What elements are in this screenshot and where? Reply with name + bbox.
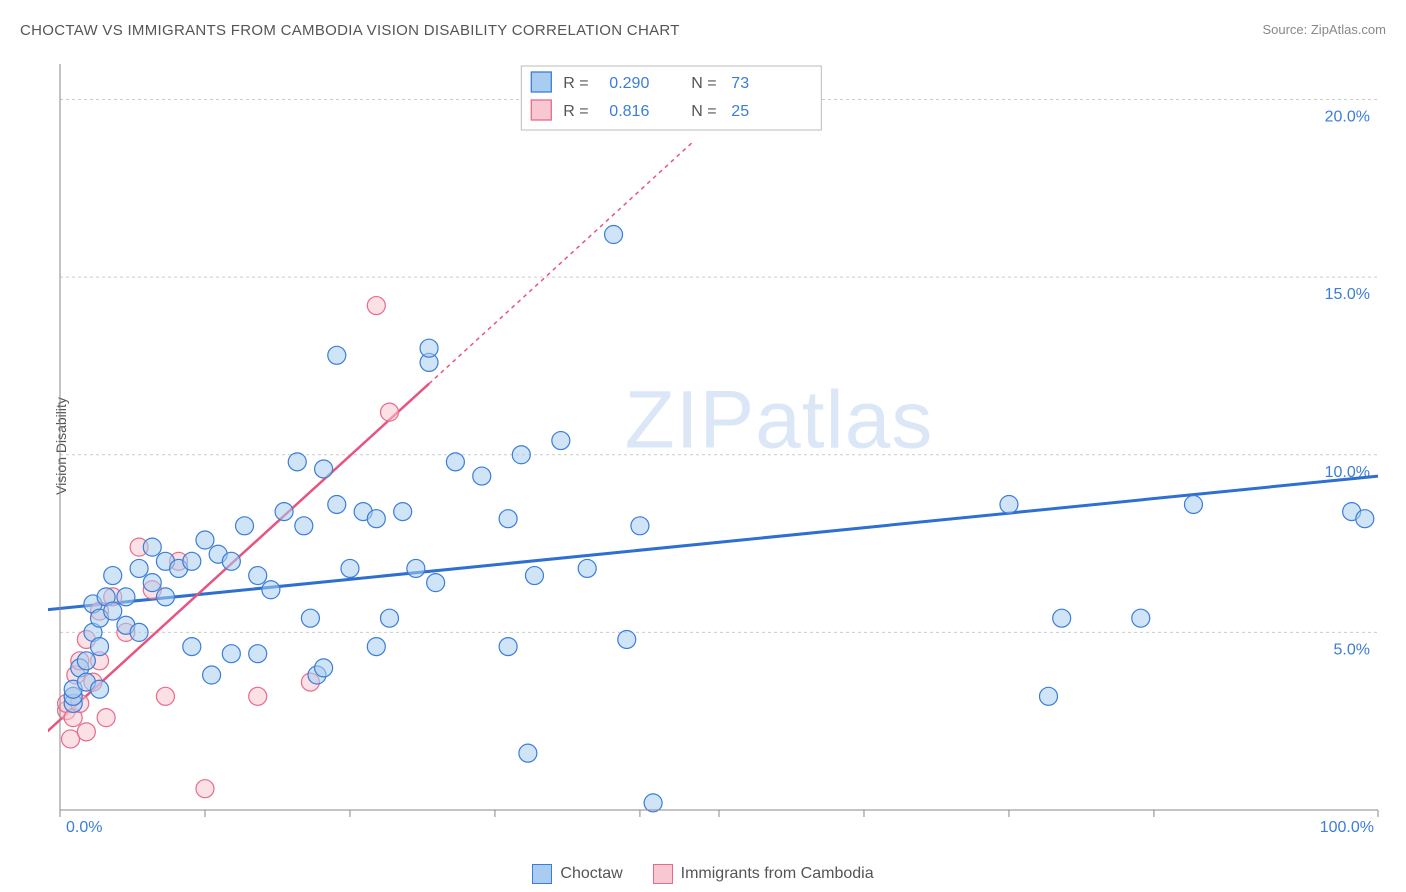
legend-n-label: N = [691,75,716,92]
point-choctaw [156,588,174,606]
xtick-right: 100.0% [1320,819,1374,832]
point-choctaw [525,567,543,585]
point-choctaw [1040,687,1058,705]
point-choctaw [288,453,306,471]
ytick-label: 5.0% [1334,641,1370,658]
legend-top-swatch [531,100,551,120]
point-choctaw [183,638,201,656]
scatter-plot: 5.0%10.0%15.0%20.0%ZIPatlas0.0%100.0%R =… [48,52,1388,832]
point-choctaw [499,510,517,528]
point-choctaw [196,531,214,549]
ytick-label: 20.0% [1325,109,1370,126]
legend-r-value: 0.816 [609,103,649,120]
point-choctaw [341,559,359,577]
point-choctaw [1132,609,1150,627]
legend-n-label: N = [691,103,716,120]
point-choctaw [1356,510,1374,528]
point-choctaw [91,680,109,698]
point-choctaw [143,574,161,592]
point-choctaw [91,638,109,656]
point-choctaw [446,453,464,471]
point-choctaw [262,581,280,599]
xtick-left: 0.0% [66,819,102,832]
watermark: ZIPatlas [625,375,934,466]
point-choctaw [222,645,240,663]
point-choctaw [130,559,148,577]
point-choctaw [315,460,333,478]
point-choctaw [407,559,425,577]
legend-r-label: R = [563,103,588,120]
point-choctaw [117,588,135,606]
point-choctaw [203,666,221,684]
point-cambodia [77,723,95,741]
legend-top-swatch [531,72,551,92]
source-attribution: Source: ZipAtlas.com [1262,22,1386,37]
point-cambodia [381,403,399,421]
point-choctaw [222,552,240,570]
legend-item-cambodia: Immigrants from Cambodia [653,864,874,884]
legend-item-choctaw: Choctaw [532,864,622,884]
legend-n-value: 25 [731,103,749,120]
point-choctaw [1053,609,1071,627]
source-name: ZipAtlas.com [1311,22,1386,37]
point-choctaw [104,567,122,585]
point-choctaw [328,346,346,364]
trendline-choctaw [48,476,1378,611]
point-choctaw [249,645,267,663]
point-choctaw [512,446,530,464]
point-choctaw [275,503,293,521]
point-choctaw [77,652,95,670]
legend-r-label: R = [563,75,588,92]
point-choctaw [143,538,161,556]
point-choctaw [394,503,412,521]
source-prefix: Source: [1262,22,1310,37]
point-choctaw [427,574,445,592]
point-choctaw [295,517,313,535]
point-cambodia [367,297,385,315]
legend-label-cambodia: Immigrants from Cambodia [681,865,874,883]
point-choctaw [381,609,399,627]
point-choctaw [578,559,596,577]
point-choctaw [519,744,537,762]
point-choctaw [499,638,517,656]
point-choctaw [552,432,570,450]
point-choctaw [236,517,254,535]
point-choctaw [315,659,333,677]
ytick-label: 15.0% [1325,286,1370,303]
point-choctaw [367,510,385,528]
point-choctaw [104,602,122,620]
point-choctaw [183,552,201,570]
point-choctaw [644,794,662,812]
legend-swatch-choctaw [532,864,552,884]
point-cambodia [196,780,214,798]
point-choctaw [420,339,438,357]
chart-title: CHOCTAW VS IMMIGRANTS FROM CAMBODIA VISI… [20,22,680,39]
point-choctaw [130,623,148,641]
legend-swatch-cambodia [653,864,673,884]
point-choctaw [328,495,346,513]
point-cambodia [249,687,267,705]
legend-label-choctaw: Choctaw [560,865,622,883]
point-choctaw [367,638,385,656]
point-choctaw [631,517,649,535]
legend-r-value: 0.290 [609,75,649,92]
point-cambodia [156,687,174,705]
point-cambodia [97,709,115,727]
point-choctaw [605,226,623,244]
point-choctaw [473,467,491,485]
point-choctaw [301,609,319,627]
legend-n-value: 73 [731,75,749,92]
legend-bottom: Choctaw Immigrants from Cambodia [0,864,1406,884]
point-choctaw [1000,495,1018,513]
point-choctaw [1184,495,1202,513]
chart-svg: 5.0%10.0%15.0%20.0%ZIPatlas0.0%100.0%R =… [48,52,1388,832]
trendline-cambodia-extrap [429,142,693,384]
point-choctaw [618,630,636,648]
point-choctaw [249,567,267,585]
